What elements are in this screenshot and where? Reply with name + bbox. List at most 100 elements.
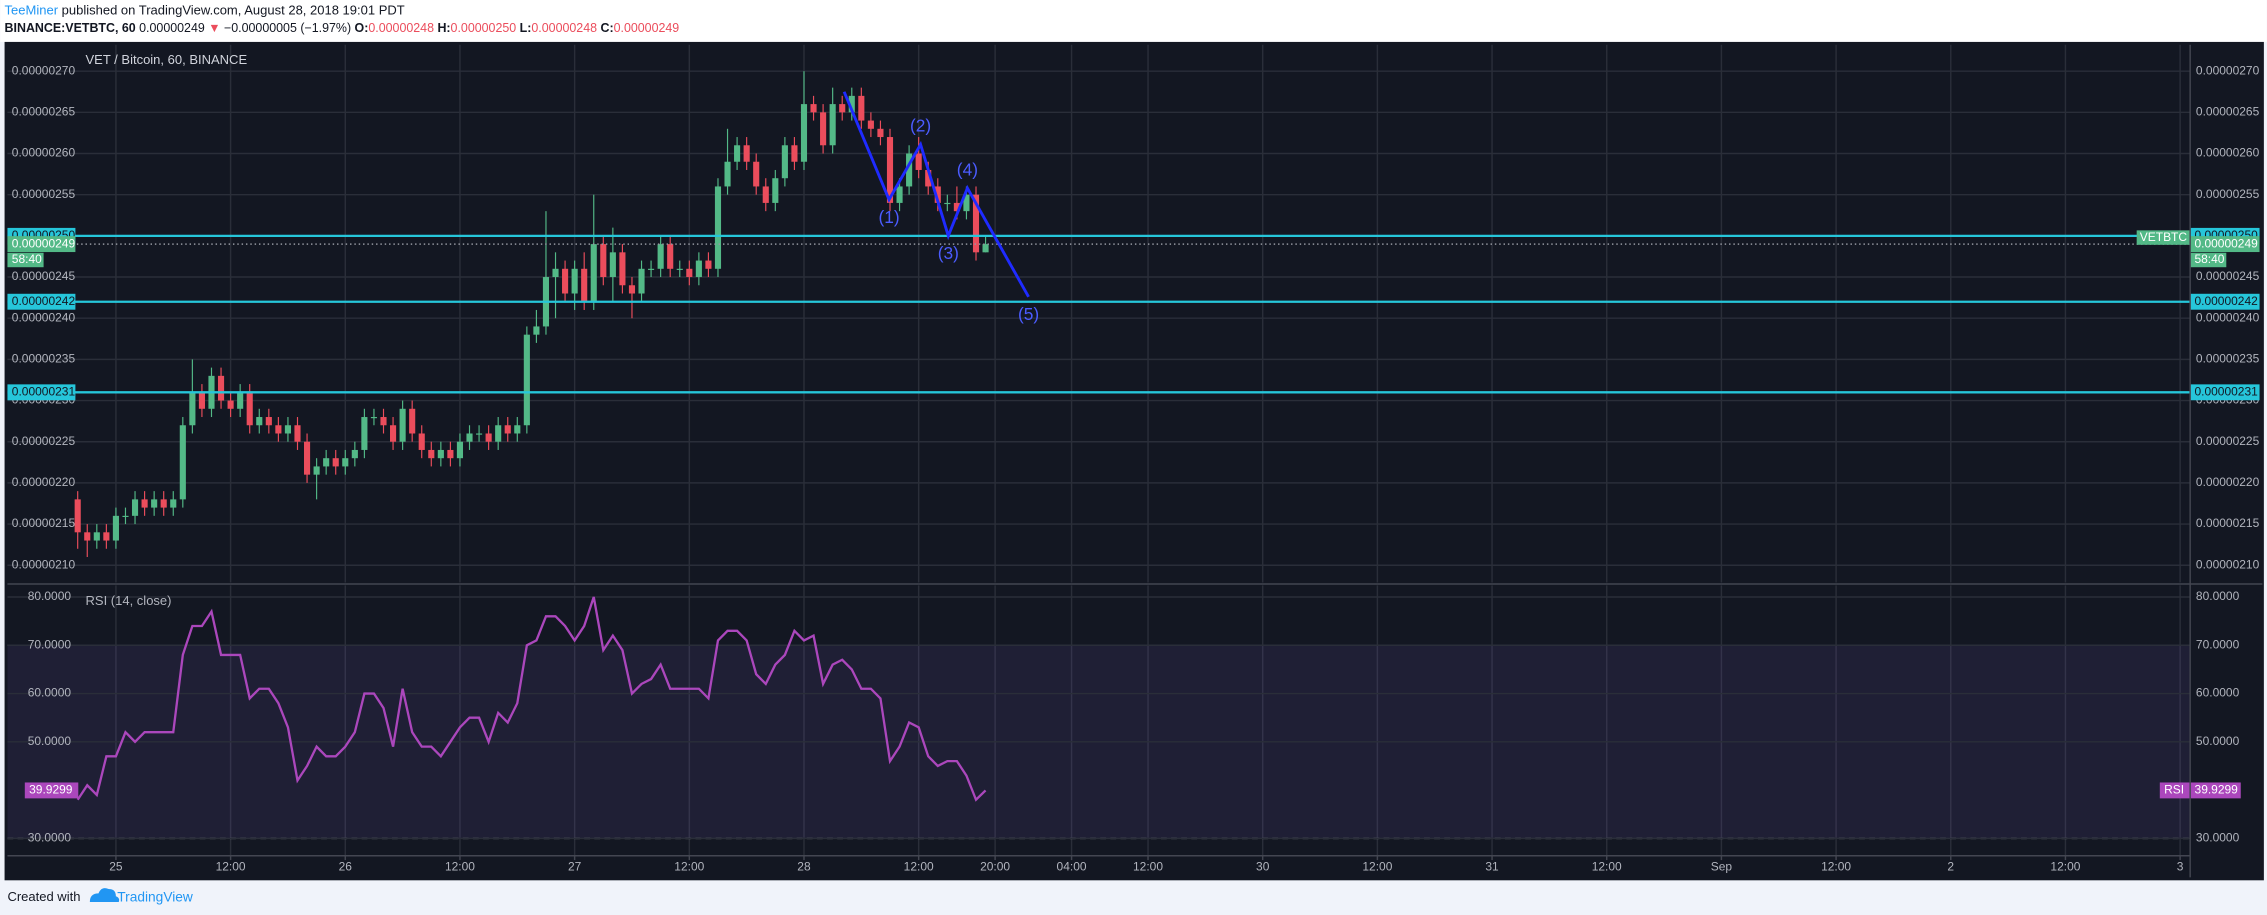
y-tick-label: 80.0000 (28, 589, 72, 603)
rsi-value-label: 39.9299 (29, 783, 73, 797)
author-link[interactable]: TeeMiner (5, 3, 59, 18)
candle-body (657, 244, 664, 269)
candle-body (982, 244, 989, 253)
y-tick-label: 30.0000 (28, 831, 72, 845)
y-tick-label: 0.00000260 (12, 146, 76, 160)
y-tick-label: 0.00000235 (2196, 352, 2260, 366)
candle-body (437, 449, 444, 459)
y-tick-label: 0.00000220 (12, 475, 76, 489)
candle-body (829, 104, 836, 146)
y-tick-label: 0.00000220 (2196, 475, 2260, 489)
wave-label: (4) (957, 159, 978, 179)
x-tick-label: 26 (339, 859, 353, 873)
y-tick-label: 0.00000255 (12, 187, 76, 201)
candle-body (256, 417, 263, 426)
candle-body (170, 499, 177, 508)
x-tick-label: 27 (568, 859, 582, 873)
candle-body (361, 417, 368, 450)
candle-body (762, 186, 769, 203)
last-price-label: 0.00000249 (12, 236, 76, 250)
candle-body (294, 425, 301, 442)
x-tick-label: 31 (1485, 859, 1499, 873)
candle-body (303, 441, 311, 475)
candle-body (103, 532, 110, 541)
y-tick-label: 0.00000235 (12, 352, 76, 366)
candle-body (581, 268, 588, 302)
candle-body (380, 417, 387, 426)
candle-body (925, 169, 932, 187)
x-tick-label: 12:00 (2050, 859, 2080, 873)
ohlc-label: C: (600, 21, 613, 35)
y-tick-label: 50.0000 (2196, 734, 2240, 748)
candle-body (934, 186, 941, 203)
candle-body (189, 392, 196, 426)
x-tick-label: 12:00 (1821, 859, 1851, 873)
y-tick-label: 0.00000265 (12, 105, 76, 119)
countdown-label: 58:40 (12, 252, 42, 266)
candle-body (523, 334, 530, 426)
chart-layer: 25 12:00 26 12:00 27 12:00 28 12:00 20:00 04:00 12… (7, 44, 2260, 873)
candle-body (342, 458, 349, 467)
y-tick-label: 70.0000 (2196, 637, 2240, 651)
candle-body (667, 244, 674, 269)
last-price-box (2190, 236, 2260, 253)
countdown-label: 58:40 (2194, 252, 2224, 266)
level-label-box (2190, 384, 2260, 401)
candle-body (867, 120, 874, 129)
candle-body (619, 252, 626, 286)
y-tick-label: 0.00000215 (12, 516, 76, 530)
ohlc-value: 0.00000250 (451, 21, 517, 35)
publish-info: published on TradingView.com, August 28,… (62, 3, 405, 18)
change-arrow: ▼ (208, 21, 220, 35)
level-label-box (2190, 293, 2260, 310)
candle-body (237, 392, 244, 409)
symbol-box (2136, 230, 2191, 245)
x-tick-label: 12:00 (445, 859, 475, 873)
candle-body (906, 153, 913, 187)
rsi-line (76, 596, 987, 802)
candle-body (476, 433, 483, 435)
x-tick-label: 30 (1256, 859, 1270, 873)
candle-body (915, 153, 922, 170)
candle-body (112, 515, 119, 541)
countdown-box (2190, 252, 2227, 268)
level-label: 0.00000231 (2194, 384, 2258, 398)
last-price-box (7, 236, 76, 253)
candle-body (495, 425, 502, 442)
candle-body (753, 161, 760, 187)
candle-body (571, 268, 578, 294)
x-tick-label: 28 (797, 859, 811, 873)
rsi-legend-name: RSI (2164, 783, 2184, 797)
rsi-value-box (24, 782, 79, 799)
candle-body (695, 260, 702, 278)
level-label: 0.00000231 (12, 384, 76, 398)
candle-body (839, 104, 846, 113)
candle-body (638, 268, 645, 294)
candle-body (227, 400, 234, 409)
ohlc-value: 0.00000248 (368, 21, 434, 35)
candle-body (533, 326, 540, 335)
change: −0.00000005 (−1.97%) (224, 21, 351, 35)
candle-body (772, 178, 779, 203)
countdown-box (7, 252, 44, 268)
x-tick-label: 20:00 (980, 859, 1010, 873)
candle-body (781, 145, 788, 179)
tradingview-logo[interactable] (89, 888, 120, 902)
candle-body (514, 425, 521, 434)
x-tick-label: 25 (109, 859, 123, 873)
footer-brand[interactable]: TradingView (117, 889, 193, 904)
candle-body (504, 425, 511, 434)
candle-body (351, 449, 358, 459)
candle-body (428, 449, 435, 459)
candle-body (313, 466, 320, 475)
symbol-line: BINANCE:VETBTC, 60 0.00000249 ▼ −0.00000… (5, 21, 680, 35)
candle-body (84, 532, 91, 541)
candle-body (332, 458, 339, 467)
y-tick-label: 0.00000255 (2196, 187, 2260, 201)
y-tick-label: 0.00000240 (12, 310, 76, 324)
y-tick-label: 60.0000 (28, 686, 72, 700)
y-tick-label: 0.00000270 (2196, 63, 2260, 77)
y-tick-label: 0.00000215 (2196, 516, 2260, 530)
y-tick-label: 0.00000245 (12, 269, 76, 283)
